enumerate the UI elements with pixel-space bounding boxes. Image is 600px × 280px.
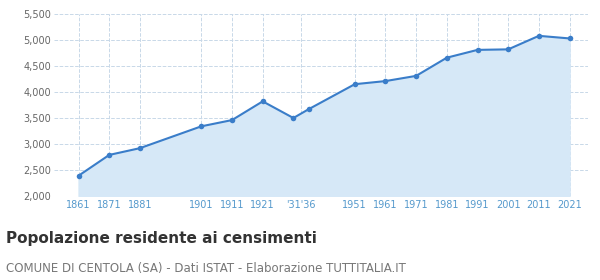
Point — [289, 116, 298, 120]
Point — [380, 79, 390, 83]
Point — [412, 74, 421, 78]
Text: Popolazione residente ai censimenti: Popolazione residente ai censimenti — [6, 231, 317, 246]
Point — [197, 124, 206, 129]
Point — [227, 118, 237, 122]
Point — [534, 34, 544, 38]
Point — [565, 36, 574, 41]
Point — [258, 99, 268, 104]
Point — [304, 107, 314, 111]
Point — [350, 82, 359, 87]
Point — [442, 55, 452, 60]
Point — [473, 48, 482, 52]
Point — [135, 146, 145, 150]
Point — [503, 47, 513, 52]
Text: COMUNE DI CENTOLA (SA) - Dati ISTAT - Elaborazione TUTTITALIA.IT: COMUNE DI CENTOLA (SA) - Dati ISTAT - El… — [6, 262, 406, 275]
Point — [104, 153, 114, 157]
Point — [74, 174, 83, 178]
